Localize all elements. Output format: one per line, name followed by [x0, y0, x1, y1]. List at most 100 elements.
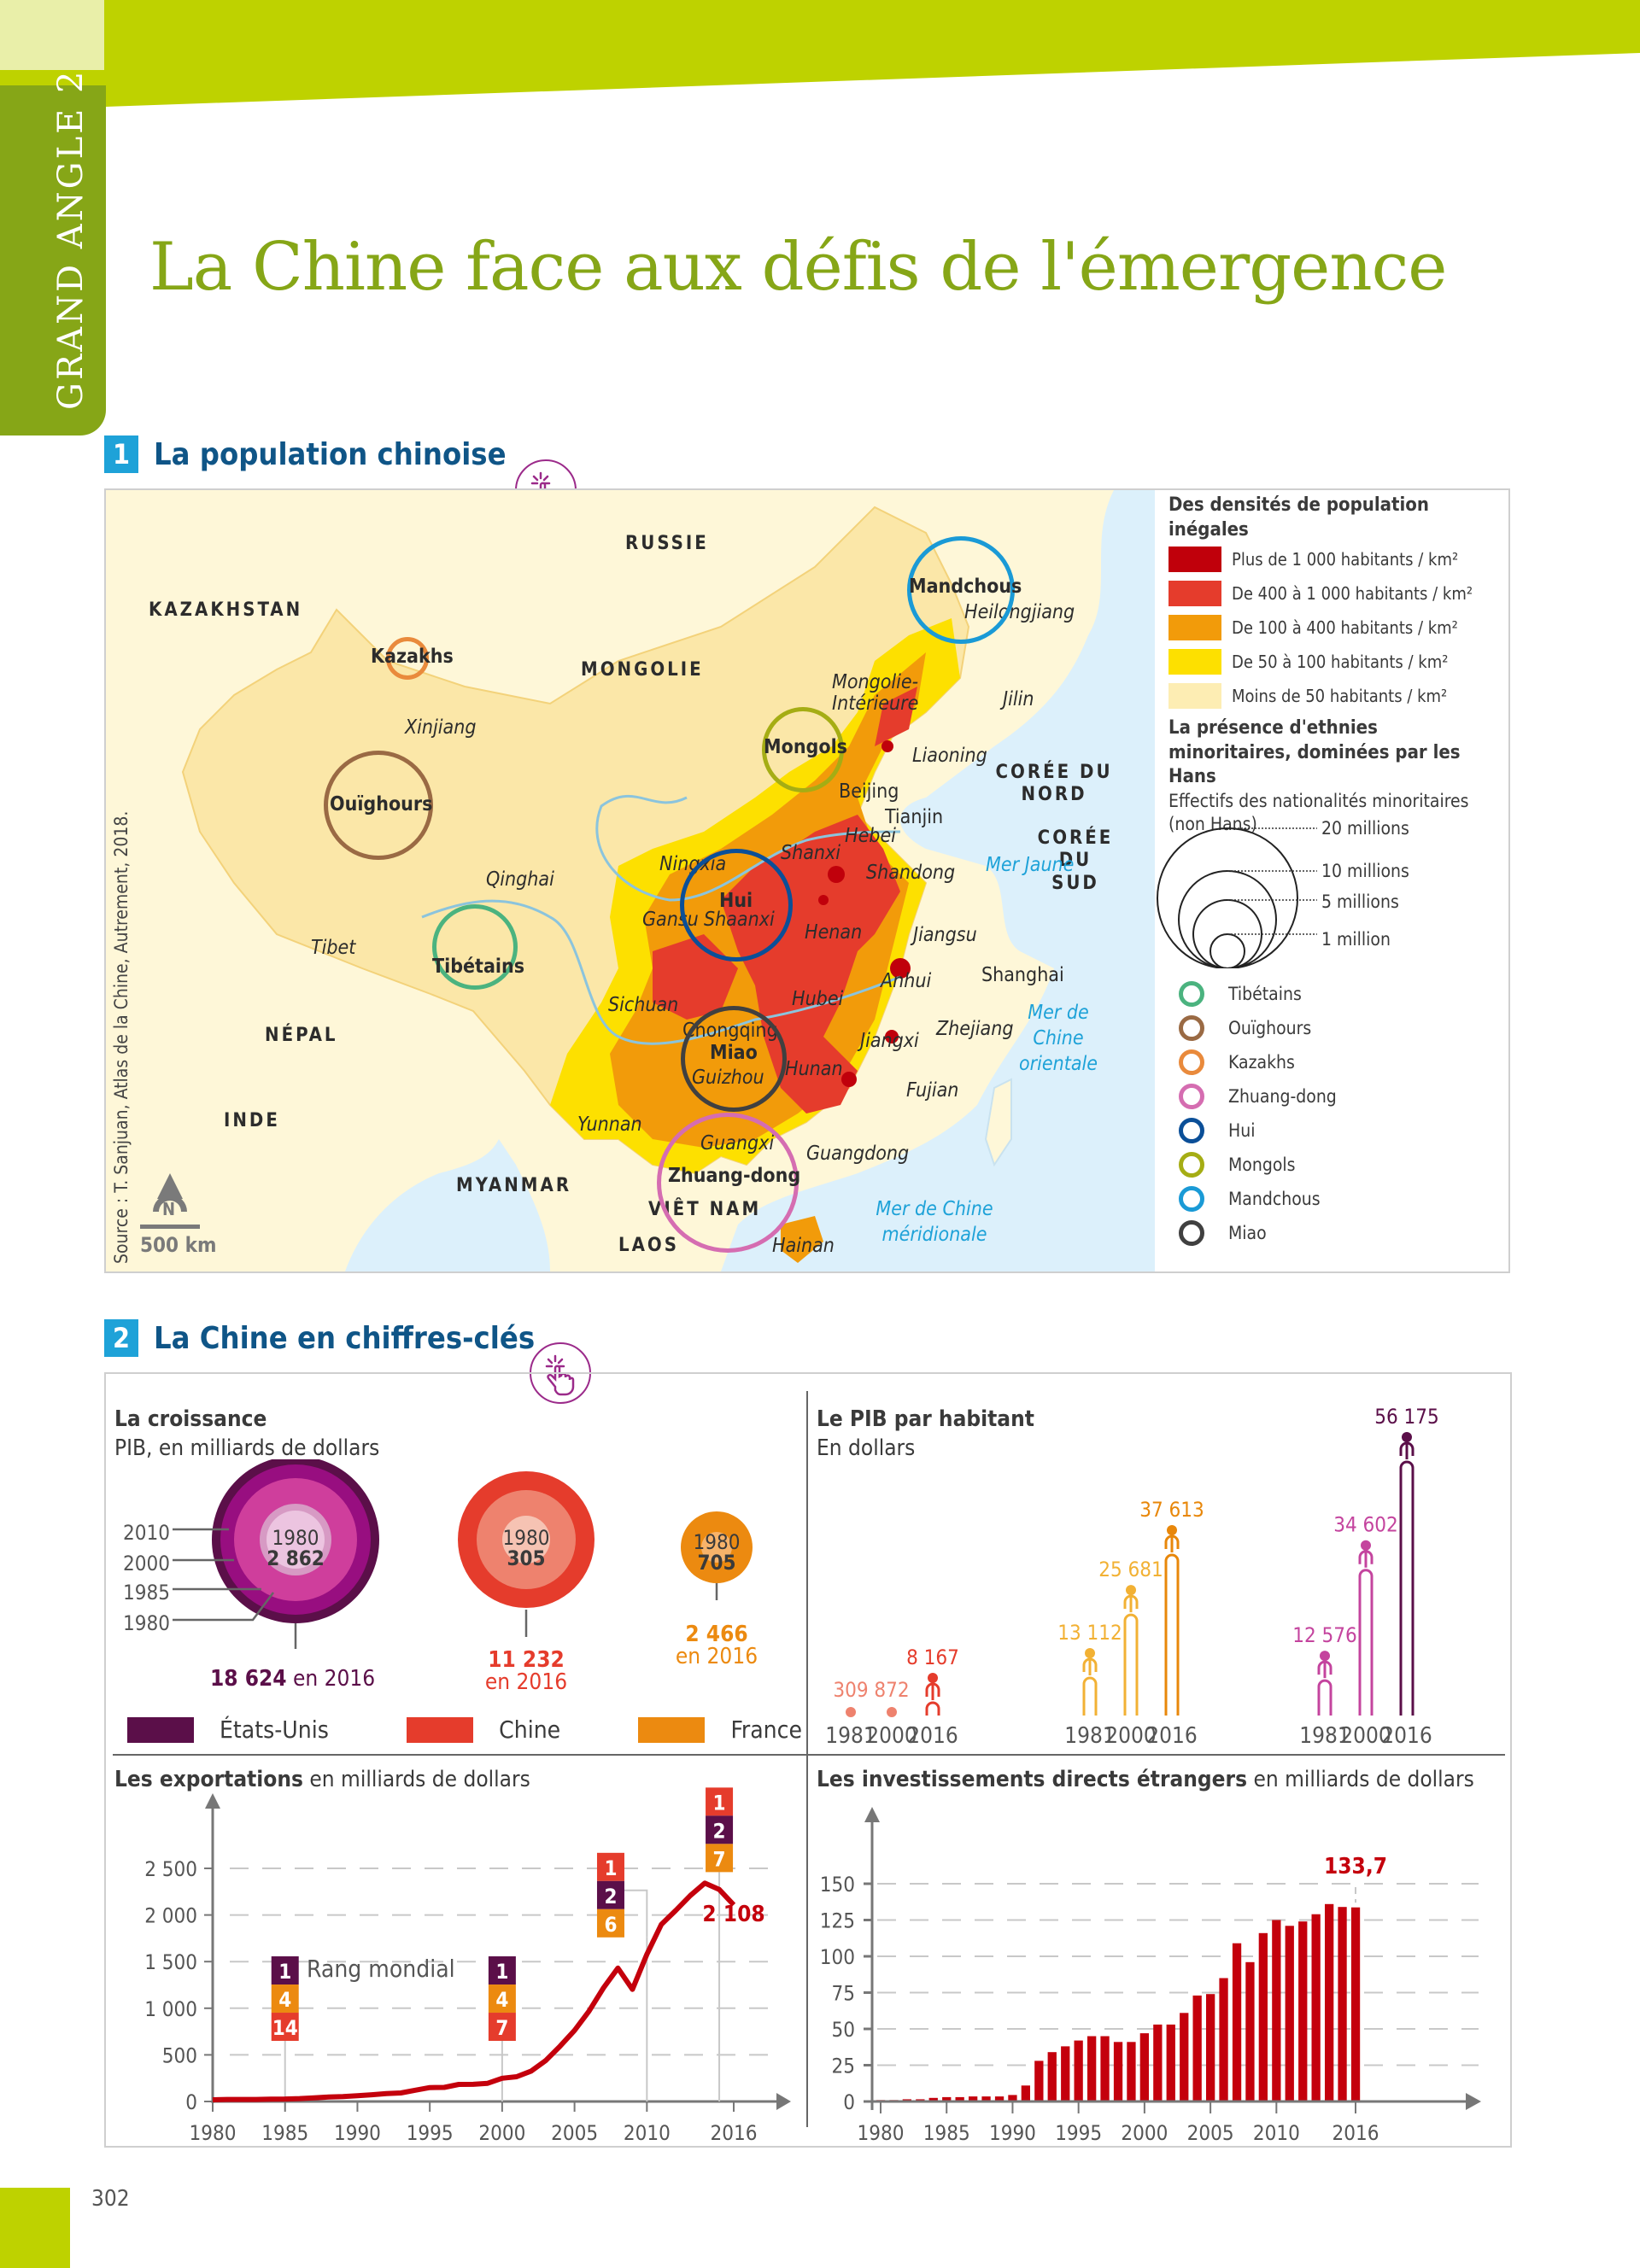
map-shapes [140, 490, 1157, 1271]
fdi-bar [1127, 2042, 1136, 2101]
figure-arms [1164, 1534, 1180, 1553]
year-label: 1981 [825, 1723, 876, 1749]
year-label: 2016 [1381, 1723, 1432, 1749]
north-label: N [162, 1199, 176, 1219]
y-tick-label: 50 [832, 2018, 855, 2042]
fdi-bar [1139, 2033, 1149, 2101]
rank-cell-france [271, 1984, 299, 2014]
sea-label: Mer de Chine orientale [1018, 1002, 1098, 1075]
province-label: Shanxi [781, 842, 841, 864]
legend-label: De 100 à 400 habitants / km² [1232, 617, 1458, 639]
pictogram-bar [1358, 1540, 1374, 1716]
year-label: 2000 [1105, 1723, 1157, 1749]
figure-body [1123, 1613, 1139, 1716]
figure-head [1320, 1651, 1330, 1662]
ethnic-ring-icon [1179, 1220, 1204, 1246]
province-label: Yunnan [577, 1114, 642, 1136]
rank-legend-label: Rang mondial [307, 1955, 455, 1983]
ring-mongols [762, 707, 844, 792]
legend-swatch [638, 1716, 706, 1743]
rank-value: 7 [713, 1847, 726, 1871]
province-label: Jiangsu [913, 924, 977, 946]
year-label: 1981 [1064, 1723, 1116, 1749]
size-label: 10 millions [1321, 861, 1409, 881]
legend-density-item: Moins de 50 habitants / km² [1168, 679, 1502, 713]
province-label: Hunan [785, 1058, 843, 1080]
figure-arms [1123, 1594, 1139, 1613]
country-legend-item: États-Unis [127, 1716, 329, 1744]
value-label: 872 [874, 1678, 909, 1702]
ring-year-label: 1985 [123, 1581, 170, 1605]
exports-chart: 0 500 1 000 1 500 2 000 2 500 1980 1985 1990 1995… [144, 1787, 791, 2145]
rank-cell-usa [596, 1880, 624, 1909]
pib-hab-subtitle: En dollars [817, 1435, 916, 1461]
ethnic-label: Miao [710, 1042, 758, 1064]
chine-1980-value: 305 [507, 1546, 546, 1570]
province-label: Fujian [906, 1079, 959, 1102]
rank-cell-chine [271, 2013, 299, 2042]
y-tick-label: 0 [185, 2090, 197, 2114]
ring-year-label: 2010 [123, 1521, 170, 1545]
fdi-bar [1206, 1994, 1215, 2101]
france-2016-label: 2 466 en 2016 [664, 1623, 770, 1668]
vertical-divider [806, 1391, 808, 2127]
province-label: Guangdong [806, 1143, 910, 1165]
year-label: 1980 [693, 1530, 741, 1554]
y-tick-label: 2 000 [144, 1904, 197, 1928]
country-legend-item: France [638, 1716, 802, 1744]
legend-swatch [1168, 615, 1221, 641]
hainan [781, 1216, 823, 1263]
legend-label: États-Unis [220, 1716, 329, 1744]
ide-title: Les investissements directs étrangers en… [817, 1767, 1474, 1792]
size-label: 5 millions [1321, 891, 1399, 912]
sea-east [721, 490, 1157, 1271]
province-label: Zhejiang [936, 1018, 1014, 1040]
city-label: Beijing [839, 780, 899, 803]
legend-ethnic-item: Hui [1168, 1114, 1337, 1148]
ring-hui [680, 849, 793, 962]
fdi-bar [1232, 1943, 1242, 2101]
province-label: Tibet [311, 937, 356, 959]
year-label: 1980 [502, 1526, 550, 1550]
ethnic-label: Kazakhs [371, 646, 454, 668]
ring-ouighours [324, 751, 433, 860]
pictogram-bar [1399, 1432, 1414, 1716]
legend-ethnic-item: Kazakhs [1168, 1045, 1337, 1079]
y-axis-arrow-icon [864, 1807, 880, 1822]
rank-value: 2 [604, 1885, 617, 1909]
fdi-bar [1047, 2052, 1057, 2101]
country-label: CORÉE DU NORD [995, 762, 1113, 806]
country-label: MONGOLIE [581, 659, 704, 681]
ring-kazakhs [386, 637, 429, 680]
value-label: 13 112 [1057, 1621, 1122, 1645]
fdi-bar [969, 2096, 978, 2101]
rank-value: 1 [713, 1791, 726, 1815]
size-label: 20 millions [1321, 818, 1409, 839]
country-label: KAZAKHSTAN [149, 599, 303, 621]
province-label: Shandong [866, 862, 956, 884]
rank-value: 2 [713, 1819, 726, 1843]
x-tick-label: 1990 [334, 2121, 381, 2145]
footer-accent [0, 2188, 70, 2268]
ethnic-label: Tibétains [432, 956, 525, 978]
map-source: Source : T. Sanjuan, Atlas de la Chine, … [111, 810, 132, 1264]
legend-ethnic-item: Ouïghours [1168, 1011, 1337, 1045]
rank-value: 14 [272, 2016, 298, 2040]
legend-label: De 400 à 1 000 habitants / km² [1232, 583, 1473, 605]
province-label: Anhui [881, 970, 932, 992]
rank-value: 1 [604, 1856, 617, 1880]
y-tick-label: 1 500 [144, 1950, 197, 1974]
fdi-bar [1021, 2085, 1030, 2101]
ring-year-label: 2000 [123, 1552, 170, 1575]
rank-cell-chine [706, 1787, 734, 1816]
exports-title: Les exportations en milliards de dollars [114, 1767, 530, 1792]
province-label: Mongolie-Intérieure [832, 671, 919, 716]
ethnic-label: Hui [719, 890, 753, 912]
country-label: CORÉE DU SUD [1037, 827, 1114, 894]
rank-value: 4 [495, 1988, 508, 2012]
pictogram-bar [1123, 1585, 1139, 1716]
y-tick-label: 25 [832, 2055, 855, 2078]
pictogram-bar [1082, 1647, 1098, 1716]
legend-label: France [730, 1716, 802, 1744]
